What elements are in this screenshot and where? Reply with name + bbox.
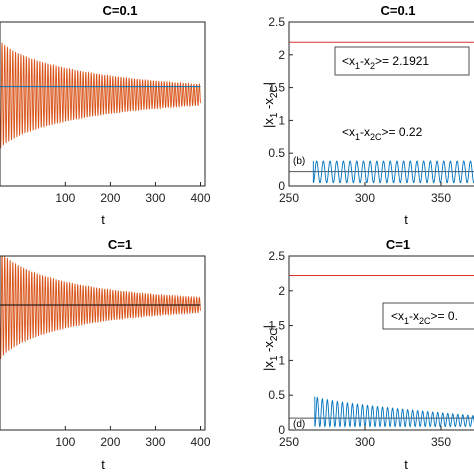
panel-b-x-label: t	[404, 212, 408, 227]
panel-d-x-label: t	[404, 457, 408, 472]
panel-c-plot-area	[0, 256, 201, 360]
panel-c-x-label: t	[101, 457, 105, 472]
x-tick-label: 350	[431, 435, 451, 449]
x-tick-label: 250	[279, 435, 299, 449]
panel-b-annotation-2-text: <x1-x2C>= 0.22	[342, 125, 423, 142]
panel-a-x-ticks: 100 200 300 400	[55, 182, 211, 205]
x-tick-label: 250	[279, 191, 299, 205]
panel-d-y-label: |x1 -x2C|	[261, 325, 280, 371]
x-tick-label: 100	[55, 191, 75, 205]
panel-b-axes-box	[288, 21, 474, 187]
y-tick-label: 0	[278, 423, 285, 437]
panel-b-tag: (b)	[293, 156, 305, 167]
panel-c-title: C=1	[108, 237, 132, 252]
x-tick-label: 400	[190, 435, 210, 449]
series-oscillation	[312, 160, 474, 184]
x-tick-label: 100	[55, 435, 75, 449]
x-tick-label: 300	[145, 191, 165, 205]
panel-b-annotation-1: <x1-x2>= 2.1921	[334, 46, 470, 76]
y-tick-label: 1.5	[268, 319, 285, 333]
panel-d: C=1 |x1 -x2C| 250 300 350 0 0.5 1 1.5 2 2.5 <x1-…	[261, 237, 474, 472]
panel-a-title: C=0.1	[102, 3, 137, 18]
y-tick-label: 0.5	[268, 146, 285, 160]
y-tick-label: 2.5	[268, 15, 285, 29]
y-tick-label: 0	[278, 179, 285, 193]
panel-c-x-ticks: 100 200 300 400	[55, 426, 211, 449]
y-tick-label: 2.5	[268, 249, 285, 263]
panel-d-annotation-1: <x1-x2C>= 0.	[382, 302, 474, 330]
panel-b-title: C=0.1	[380, 3, 415, 18]
x-tick-label: 300	[145, 435, 165, 449]
y-tick-label: 2	[278, 284, 285, 298]
panel-b: C=0.1 |x1 -x2C| 250 300 350 0 0.5 1 1.5 2 2.5 <x…	[261, 3, 474, 227]
series-oscillation	[0, 42, 201, 149]
panel-b-ticks: 250 300 350 0 0.5 1 1.5 2 2.5	[268, 15, 451, 205]
x-tick-label: 200	[100, 435, 120, 449]
x-tick-label: 400	[190, 191, 210, 205]
panel-b-annotation-2: <x1-x2C>= 0.22	[342, 125, 423, 142]
y-tick-label: 0.5	[268, 388, 285, 402]
x-tick-label: 300	[355, 191, 375, 205]
panel-b-y-label: |x1 -x2C|	[261, 82, 280, 128]
panel-a-plot-area	[0, 42, 201, 149]
panel-c: C=1 100 200 300 400 t	[0, 237, 211, 472]
y-tick-label: 2	[278, 48, 285, 62]
panel-b-plot-area	[289, 41, 474, 184]
y-tick-label: 1.5	[268, 81, 285, 95]
y-tick-label: 1	[278, 353, 285, 367]
panel-a-x-label: t	[101, 212, 105, 227]
panel-c-axes-box	[0, 255, 206, 431]
series-oscillation	[314, 396, 474, 428]
y-tick-label: 1	[278, 113, 285, 127]
panel-d-tag: (d)	[293, 419, 305, 430]
x-tick-label: 200	[100, 191, 120, 205]
panel-d-plot-area	[289, 274, 474, 428]
panel-a-axes-box	[0, 21, 206, 187]
panel-d-ticks: 250 300 350 0 0.5 1 1.5 2 2.5	[268, 249, 451, 449]
panel-d-title: C=1	[386, 237, 410, 252]
panel-a: C=0.1 100 200 300 400 t	[0, 3, 211, 227]
panel-d-annotation-1-text: <x1-x2C>= 0.	[391, 309, 458, 326]
panel-b-annotation-1-text: <x1-x2>= 2.1921	[342, 54, 429, 71]
panel-d-axes-box	[288, 255, 474, 431]
x-tick-label: 350	[431, 191, 451, 205]
x-tick-label: 300	[355, 435, 375, 449]
series-oscillation	[0, 256, 201, 360]
